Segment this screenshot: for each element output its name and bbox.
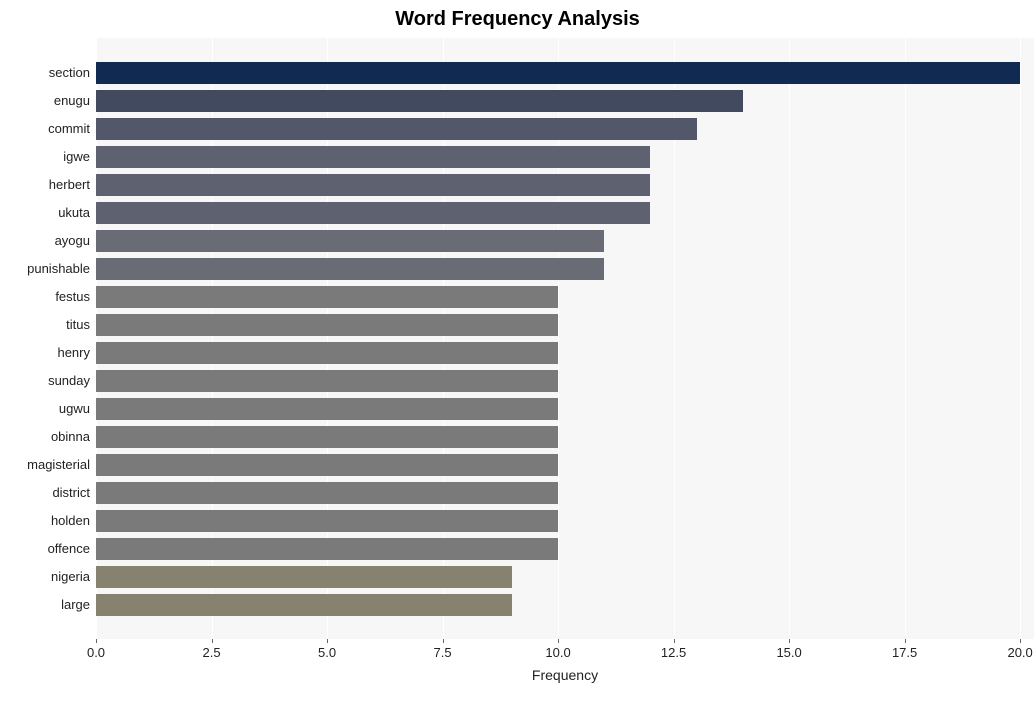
- y-tick-label: section: [49, 59, 96, 87]
- bar: [96, 342, 558, 364]
- bar: [96, 62, 1020, 84]
- y-tick-label: igwe: [63, 143, 96, 171]
- bar: [96, 454, 558, 476]
- y-tick-label: punishable: [27, 255, 96, 283]
- y-tick-label: commit: [48, 115, 96, 143]
- chart-title: Word Frequency Analysis: [0, 8, 1035, 31]
- y-tick-label: enugu: [54, 87, 96, 115]
- bar: [96, 370, 558, 392]
- y-tick-label: henry: [57, 339, 96, 367]
- bar: [96, 538, 558, 560]
- x-tick-label: 0.0: [87, 639, 105, 660]
- y-tick-label: festus: [55, 283, 96, 311]
- gridline: [905, 38, 906, 639]
- bar-row: henry: [96, 339, 558, 367]
- bar-row: titus: [96, 311, 558, 339]
- x-tick-label: 15.0: [776, 639, 801, 660]
- bar-row: large: [96, 591, 512, 619]
- y-tick-label: sunday: [48, 367, 96, 395]
- bar: [96, 510, 558, 532]
- x-axis-label: Frequency: [96, 667, 1034, 683]
- bar: [96, 118, 697, 140]
- bar-row: offence: [96, 535, 558, 563]
- x-tick-label: 12.5: [661, 639, 686, 660]
- y-tick-label: ayogu: [55, 227, 96, 255]
- y-tick-label: ugwu: [59, 395, 96, 423]
- gridline: [1020, 38, 1021, 639]
- y-tick-label: titus: [66, 311, 96, 339]
- bar-row: section: [96, 59, 1020, 87]
- bar: [96, 398, 558, 420]
- bar: [96, 202, 650, 224]
- bar-row: obinna: [96, 423, 558, 451]
- bar-row: nigeria: [96, 563, 512, 591]
- y-tick-label: district: [52, 479, 96, 507]
- bar-row: igwe: [96, 143, 650, 171]
- bar-row: ukuta: [96, 199, 650, 227]
- bar-row: holden: [96, 507, 558, 535]
- bar-row: punishable: [96, 255, 604, 283]
- x-tick-label: 2.5: [202, 639, 220, 660]
- bar-row: district: [96, 479, 558, 507]
- bar: [96, 426, 558, 448]
- bar-row: ugwu: [96, 395, 558, 423]
- y-tick-label: herbert: [49, 171, 96, 199]
- bar-row: commit: [96, 115, 697, 143]
- y-tick-label: magisterial: [27, 451, 96, 479]
- y-tick-label: nigeria: [51, 563, 96, 591]
- y-tick-label: offence: [48, 535, 96, 563]
- bar-row: festus: [96, 283, 558, 311]
- bar: [96, 90, 743, 112]
- bar: [96, 594, 512, 616]
- bar-row: herbert: [96, 171, 650, 199]
- bar-row: magisterial: [96, 451, 558, 479]
- bar: [96, 146, 650, 168]
- y-tick-label: holden: [51, 507, 96, 535]
- y-tick-label: ukuta: [58, 199, 96, 227]
- x-tick-label: 7.5: [434, 639, 452, 660]
- x-tick-label: 17.5: [892, 639, 917, 660]
- bar-row: ayogu: [96, 227, 604, 255]
- bar-row: enugu: [96, 87, 743, 115]
- y-tick-label: obinna: [51, 423, 96, 451]
- gridline: [789, 38, 790, 639]
- word-frequency-chart: Word Frequency Analysis 0.02.55.07.510.0…: [0, 0, 1035, 701]
- bar: [96, 482, 558, 504]
- bar: [96, 566, 512, 588]
- bar: [96, 314, 558, 336]
- x-tick-label: 20.0: [1007, 639, 1032, 660]
- bar: [96, 258, 604, 280]
- plot-area: 0.02.55.07.510.012.515.017.520.0sectione…: [96, 38, 1034, 639]
- x-tick-label: 10.0: [545, 639, 570, 660]
- bar: [96, 286, 558, 308]
- y-tick-label: large: [61, 591, 96, 619]
- bar: [96, 230, 604, 252]
- x-tick-label: 5.0: [318, 639, 336, 660]
- bar: [96, 174, 650, 196]
- bar-row: sunday: [96, 367, 558, 395]
